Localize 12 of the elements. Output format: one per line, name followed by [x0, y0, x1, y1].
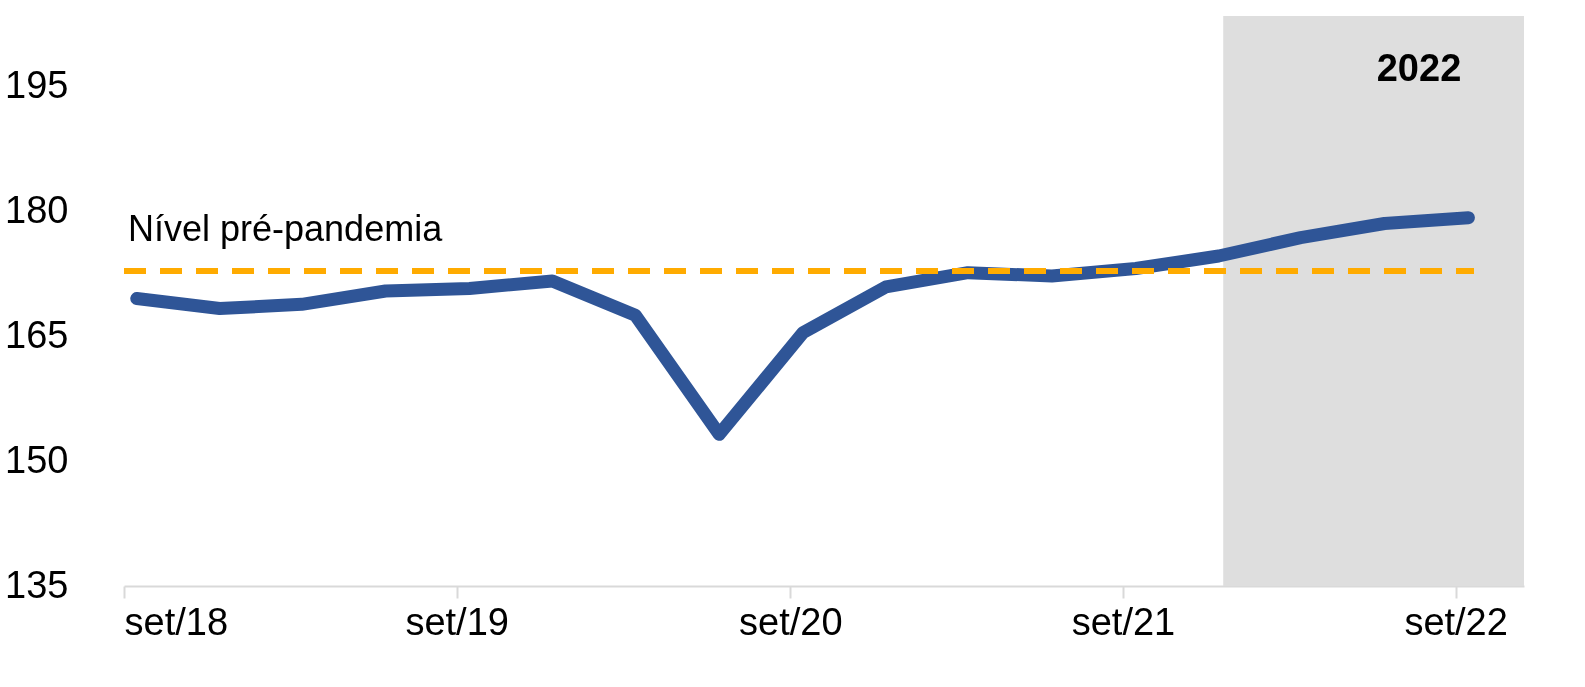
band-label: 2022 — [1376, 47, 1462, 89]
y-tick-label: 180 — [5, 188, 69, 231]
y-tick-label: 150 — [5, 438, 69, 481]
y-tick-label: 135 — [5, 563, 69, 606]
x-tick-label: set/22 — [1404, 600, 1508, 643]
x-tick-label: set/20 — [739, 600, 843, 643]
x-tick-label: set/21 — [1071, 600, 1176, 643]
y-tick-label: 165 — [5, 313, 69, 356]
ref-line-label: Nível pré-pandemia — [128, 208, 444, 249]
x-tick-label: set/18 — [124, 600, 229, 643]
y-tick-label: 195 — [5, 63, 69, 106]
x-tick-label: set/19 — [405, 600, 509, 643]
